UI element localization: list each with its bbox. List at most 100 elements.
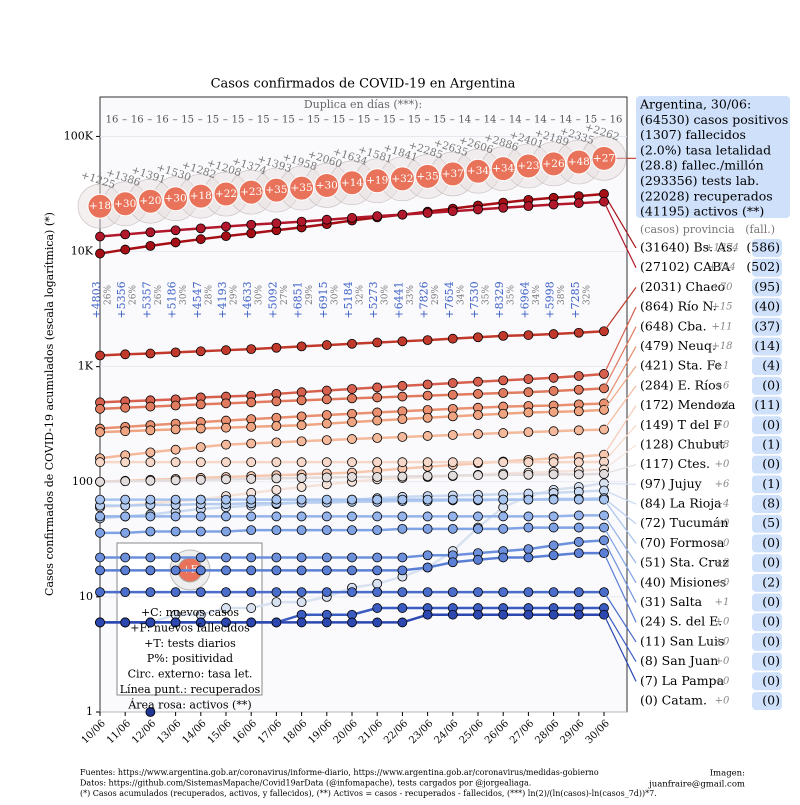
province-point xyxy=(499,588,508,597)
separator: – xyxy=(576,115,581,126)
province-point xyxy=(222,475,231,484)
province-point xyxy=(171,226,180,235)
separator: – xyxy=(551,115,556,126)
province-point xyxy=(448,524,457,533)
deaths-label: +35 xyxy=(417,170,439,182)
province-point xyxy=(297,553,306,562)
province-point xyxy=(96,528,105,537)
province-point xyxy=(96,477,105,486)
province-point xyxy=(423,551,432,560)
doubling-days: 14 xyxy=(509,115,522,126)
x-tick-label: 15/06 xyxy=(206,718,234,746)
deaths-label: +18 xyxy=(190,190,212,202)
province-point xyxy=(322,341,331,350)
province-deaths: (1) xyxy=(762,436,780,451)
positivity-label: 35% xyxy=(507,285,517,305)
province-new: +11 xyxy=(711,321,732,332)
province-point xyxy=(373,393,382,402)
positivity-label: 26% xyxy=(129,285,139,305)
province-point xyxy=(549,386,558,395)
province-deaths: (11) xyxy=(754,397,780,412)
footer: Fuentes: https://www.argentina.gob.ar/co… xyxy=(80,768,599,777)
province-point xyxy=(272,553,281,562)
province-point xyxy=(322,588,331,597)
province-point xyxy=(121,588,130,597)
province-point xyxy=(499,470,508,479)
province-new: +1374 xyxy=(705,243,739,254)
province-point xyxy=(121,230,130,239)
doubling-days: 15 xyxy=(282,115,295,126)
province-point xyxy=(499,495,508,504)
positivity-label: 33% xyxy=(406,285,416,305)
province-point xyxy=(448,495,457,504)
province-point xyxy=(322,458,331,467)
deaths-label: +23 xyxy=(240,186,262,198)
province-point xyxy=(398,392,407,401)
province-point xyxy=(423,391,432,400)
province-point xyxy=(474,429,483,438)
province-point xyxy=(474,555,483,564)
y-tick-label: 1K xyxy=(78,360,94,373)
province-point xyxy=(549,458,558,467)
separator: – xyxy=(525,115,530,126)
tests-label: +7285 xyxy=(569,281,582,318)
y-tick-label: 1 xyxy=(86,705,93,718)
province-deaths: (0) xyxy=(762,535,780,550)
province-point xyxy=(348,618,357,627)
separator: – xyxy=(349,115,354,126)
province-deaths: (40) xyxy=(754,299,780,314)
tests-label: +6915 xyxy=(317,281,330,318)
province-new: +0 xyxy=(715,459,730,470)
province-point xyxy=(448,471,457,480)
province-point xyxy=(297,388,306,397)
doubling-days: 14 xyxy=(484,115,497,126)
province-point xyxy=(423,431,432,440)
province-point xyxy=(247,495,256,504)
separator: – xyxy=(198,115,203,126)
doubling-days: 15 xyxy=(232,115,245,126)
province-point xyxy=(297,566,306,575)
tests-label: +6851 xyxy=(292,281,305,318)
province-point xyxy=(247,474,256,483)
province-new: +6 xyxy=(715,380,730,391)
province-deaths: (37) xyxy=(754,318,780,333)
deaths-label: +30 xyxy=(165,193,187,205)
separator: – xyxy=(399,115,404,126)
province-point xyxy=(448,588,457,597)
separator: – xyxy=(273,115,278,126)
province-point xyxy=(146,426,155,435)
province-point xyxy=(297,342,306,351)
province-new: +15 xyxy=(711,302,732,313)
deaths-label: +48 xyxy=(568,156,590,168)
province-point xyxy=(171,445,180,454)
province-point xyxy=(96,495,105,504)
province-point xyxy=(474,512,483,521)
province-point xyxy=(121,528,130,537)
positivity-label: 26% xyxy=(104,285,114,305)
province-point xyxy=(499,331,508,340)
positivity-label: 32% xyxy=(582,285,592,305)
province-point xyxy=(272,343,281,352)
province-point xyxy=(121,512,130,521)
province-point xyxy=(524,553,533,562)
province-point xyxy=(297,437,306,446)
province-label: (84) La Rioja xyxy=(640,496,722,511)
province-point xyxy=(348,473,357,482)
province-point xyxy=(524,545,533,554)
province-new: +0 xyxy=(715,676,730,687)
province-point xyxy=(272,526,281,535)
province-deaths: (2) xyxy=(762,574,780,589)
legend-line: +T: tests diarios xyxy=(144,637,236,650)
province-point xyxy=(373,604,382,613)
province-point xyxy=(171,527,180,536)
deaths-label: +35 xyxy=(291,182,313,194)
province-point xyxy=(222,232,231,241)
province-point xyxy=(549,470,558,479)
province-point xyxy=(549,495,558,504)
x-tick-label: 29/06 xyxy=(559,718,587,746)
province-point xyxy=(171,348,180,357)
province-new: +744 xyxy=(708,262,735,273)
province-point xyxy=(398,432,407,441)
province-point xyxy=(272,438,281,447)
province-point xyxy=(146,588,155,597)
